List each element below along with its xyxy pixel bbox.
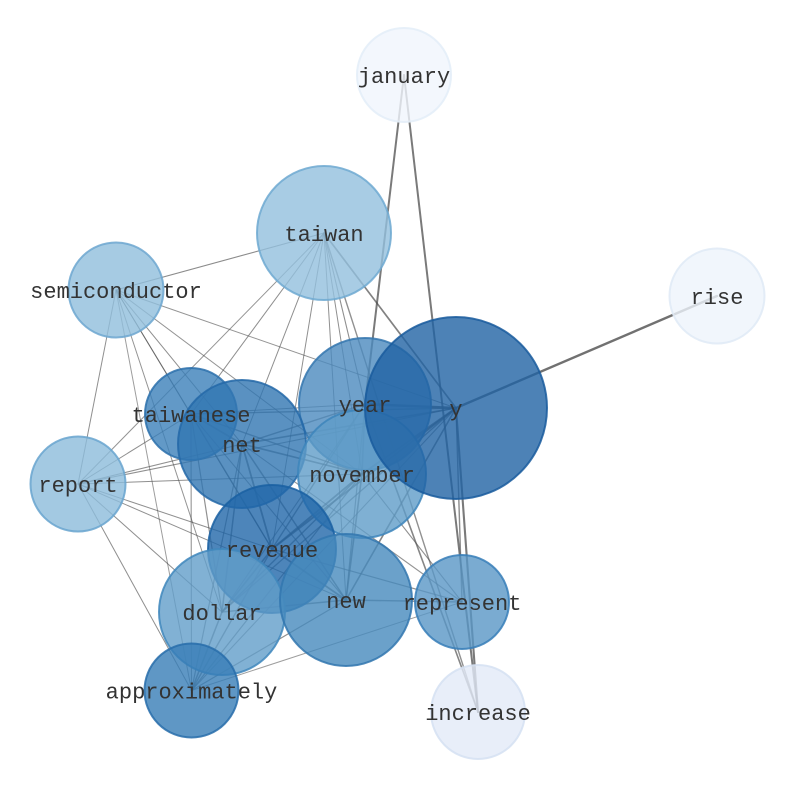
svg-text:taiwan: taiwan [284,223,363,248]
svg-text:increase: increase [425,702,531,727]
svg-text:semiconductor: semiconductor [30,280,202,305]
svg-text:dollar: dollar [182,602,261,627]
svg-text:approximately: approximately [106,681,278,706]
svg-text:represent: represent [403,592,522,617]
svg-text:year: year [339,394,392,419]
svg-text:new: new [326,590,366,615]
svg-text:revenue: revenue [226,539,318,564]
svg-text:net: net [222,434,262,459]
svg-text:report: report [38,474,117,499]
svg-text:rise: rise [691,286,744,311]
svg-text:january: january [358,65,450,90]
svg-text:y: y [449,398,462,423]
svg-text:taiwanese: taiwanese [132,404,251,429]
svg-text:november: november [309,464,415,489]
